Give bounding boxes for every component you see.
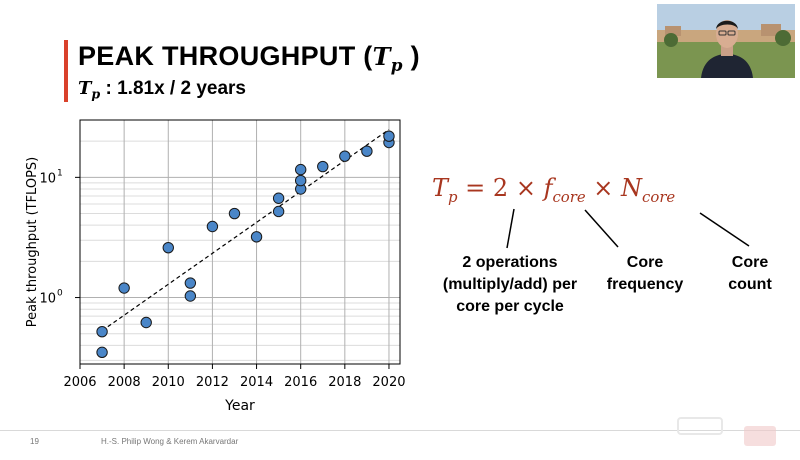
trendline [101,129,390,332]
formula-n: N [621,174,643,202]
data-point [96,346,108,359]
data-point [162,241,174,254]
data-point [118,282,130,294]
data-point [383,130,395,142]
plot-area-frame [79,119,401,365]
formula-f-subscript: core [552,187,586,206]
presenter-hair [716,20,738,29]
data-point [184,277,197,289]
data-point [294,163,307,176]
pointer-ops [506,208,515,249]
webcam-tree-right [775,30,791,46]
presenter-neck [721,46,733,56]
subtitle-symbol: Tp [78,78,101,102]
y-tick-exponent: 1 [57,168,63,178]
university-seal-icon [744,426,776,446]
presenter-glasses-left [718,30,727,36]
presenter-webcam-video [657,4,795,78]
formula-lhs-subscript: p [448,187,458,206]
data-point [140,316,152,329]
core-frequency-label: Core frequency [590,252,700,296]
data-point [294,174,307,187]
title-close-paren: ) [402,41,420,71]
x-tick-label: 2008 [108,375,141,390]
presenter-face [716,20,738,48]
x-tick-label: 2016 [284,375,317,390]
throughput-formula: Tp = 2 × fcore × Ncore [432,174,675,206]
y-axis-label: Peak throughput (TFLOPS) [25,157,40,327]
count-label-line2: count [728,276,772,293]
x-axis-ticks: 2006 2008 2010 2012 2014 2016 2018 2020 [63,364,406,390]
x-tick-label: 2018 [328,375,361,390]
y-tick-exponent: 0 [57,289,63,299]
slide-number: 19 [30,437,39,446]
x-tick-label: 2006 [63,375,96,390]
webcam-scene [657,4,795,78]
data-points [96,130,395,359]
footer-divider [0,430,800,431]
subtitle-symbol-letter: T [78,78,92,99]
y-tick-label: 10 [39,292,56,307]
presenter-shirt [701,54,753,78]
pointer-count [699,212,750,247]
presenter-glasses-right [727,30,736,36]
freq-label-line2: frequency [606,276,684,293]
data-point [317,160,329,173]
count-label-line1: Core [731,254,769,271]
slide-subtitle: Tp : 1.81x / 2 years [78,78,246,102]
y-tick-label: 10 [39,171,56,186]
formula-times: × [585,174,622,202]
webcam-building-tower [665,26,681,36]
data-point [228,207,241,220]
formula-f: f [543,174,553,202]
title-text: PEAK THROUGHPUT ( [78,41,373,71]
watermark-mark [677,417,723,435]
title-symbol-letter: T [372,42,391,71]
subtitle-text: : 1.81x / 2 years [100,78,246,99]
footer-authors: H.-S. Philip Wong & Kerem Akarvardar [101,437,239,446]
title-symbol-subscript: p [390,54,403,75]
title-accent-bar [64,40,68,102]
data-point [96,325,108,338]
data-point [206,220,219,233]
data-point [184,290,197,302]
x-tick-label: 2020 [372,375,405,390]
pointer-frequency [584,209,619,248]
formula-lhs: T [432,174,449,202]
data-point [339,150,351,162]
webcam-tree-left [664,33,678,47]
x-tick-label: 2014 [240,375,273,390]
ops-per-cycle-label: 2 operations (multiply/add) per core per… [410,252,610,318]
title-symbol: Tp [372,42,403,75]
core-count-label: Core count [712,252,788,296]
x-tick-label: 2012 [196,375,229,390]
webcam-building-tower-right [761,24,781,36]
watermark-logo [677,417,776,446]
data-point [272,192,285,204]
x-axis-label: Year [224,398,255,414]
ops-label-line1: 2 operations [462,254,558,271]
formula-equals-two-times: = 2 × [457,174,544,202]
formula-n-subscript: core [642,187,676,206]
x-tick-label: 2010 [152,375,185,390]
slide-title: PEAK THROUGHPUT (Tp ) [78,41,420,75]
ops-label-line3: core per cycle [456,298,564,315]
data-point [272,205,285,218]
data-point [250,231,263,243]
ops-label-line2: (multiply/add) per [442,276,578,293]
freq-label-line1: Core [626,254,664,271]
subtitle-symbol-subscript: p [91,86,101,102]
chart-grid [79,119,400,364]
data-point [361,145,373,157]
